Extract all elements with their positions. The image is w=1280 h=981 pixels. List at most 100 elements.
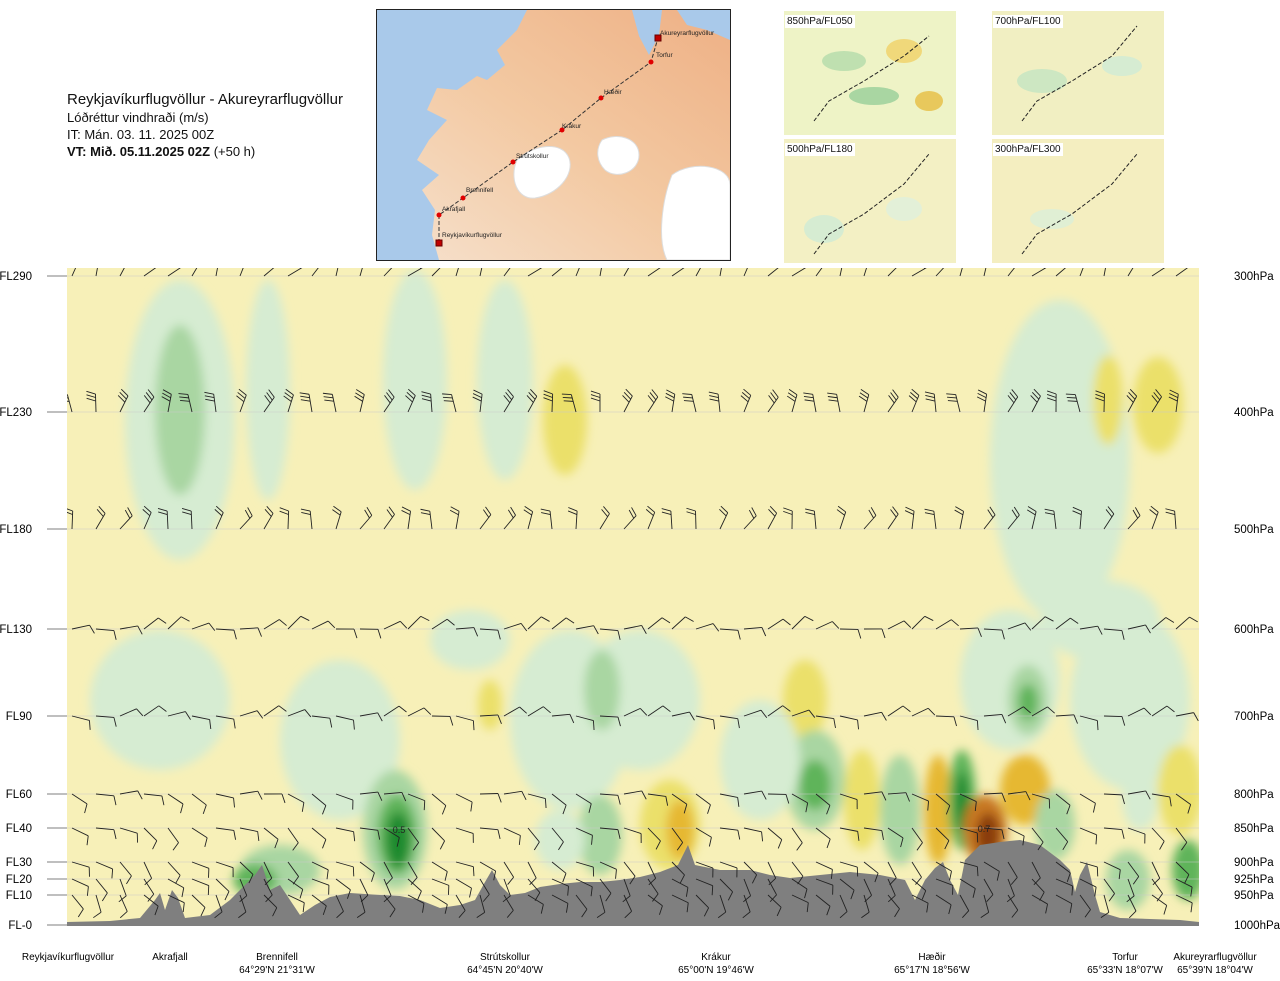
wind-barb xyxy=(935,268,949,277)
wind-barb xyxy=(935,878,954,895)
wind-barb xyxy=(1103,715,1126,726)
wind-barb xyxy=(858,388,870,413)
wind-barb xyxy=(839,268,845,277)
wind-barb xyxy=(311,861,329,880)
wind-barb xyxy=(359,712,383,722)
waypoint-coord: 65°39'N 18°04'W xyxy=(1177,965,1253,976)
wind-barb xyxy=(263,705,287,717)
wind-barb xyxy=(599,878,612,902)
wind-barb xyxy=(791,894,809,913)
waypoint-coord: 64°29'N 21°31'W xyxy=(239,965,315,976)
wind-barb xyxy=(117,388,129,413)
wind-barb xyxy=(1103,268,1108,277)
wind-barb xyxy=(671,616,694,630)
wind-barb xyxy=(590,390,601,413)
wind-barb xyxy=(71,793,88,814)
wind-barb xyxy=(791,793,809,813)
wind-barb xyxy=(143,705,167,717)
wind-barb xyxy=(479,878,490,902)
wind-barb xyxy=(695,715,716,730)
wind-barb xyxy=(1055,827,1069,851)
wind-barb xyxy=(911,827,923,851)
wind-barb xyxy=(431,618,455,630)
wind-barb xyxy=(503,389,514,413)
wind-barb xyxy=(647,268,664,277)
wind-barb xyxy=(1065,393,1081,413)
chart-subtitle: Lóðréttur vindhraði (m/s) xyxy=(67,110,209,125)
thumbnail-500hpa[interactable]: 500hPa/FL180 xyxy=(784,139,956,263)
wind-barb xyxy=(767,861,777,886)
pressure-level-label: 1000hPa xyxy=(1234,920,1280,932)
wind-barb xyxy=(455,861,475,877)
wind-barb xyxy=(719,861,738,878)
map-marker-krakur xyxy=(559,127,565,133)
wind-barb xyxy=(767,827,783,849)
wind-barb xyxy=(861,894,870,919)
wind-barb xyxy=(1149,505,1159,530)
wind-barb xyxy=(623,894,633,919)
wind-barb xyxy=(540,508,553,530)
wind-barb xyxy=(311,827,327,849)
wind-barb xyxy=(551,617,575,630)
thumbnail-850hpa[interactable]: 850hPa/FL050 xyxy=(784,11,956,135)
wind-barb xyxy=(1151,861,1161,886)
thumbnail-300hpa[interactable]: 300hPa/FL300 xyxy=(992,139,1164,263)
wind-barb xyxy=(71,624,95,634)
wind-barb xyxy=(946,393,961,413)
wind-barb xyxy=(407,707,432,717)
map-marker-akrafjall xyxy=(436,212,442,218)
wind-barb xyxy=(95,793,117,806)
wind-barb xyxy=(119,708,144,717)
wind-barb xyxy=(420,508,433,530)
glacier-vatnajokull xyxy=(661,165,730,260)
thumbnail-700hpa[interactable]: 700hPa/FL100 xyxy=(992,11,1164,135)
wind-barb xyxy=(911,793,929,811)
wind-barb xyxy=(455,793,473,812)
wind-barb xyxy=(119,625,143,635)
wind-barb xyxy=(1127,624,1151,634)
wind-barb xyxy=(767,505,778,530)
wind-barb xyxy=(86,390,97,413)
wind-barb xyxy=(695,861,714,878)
wind-barb xyxy=(143,268,159,277)
wind-barb xyxy=(431,894,448,914)
wind-barb xyxy=(191,715,212,730)
wind-barb xyxy=(1031,793,1051,809)
wind-barb xyxy=(359,268,366,277)
wind-barb xyxy=(911,707,936,717)
thumbnail-label: 700hPa/FL100 xyxy=(993,15,1063,28)
wind-barb xyxy=(1027,506,1037,530)
wind-barb xyxy=(335,894,344,919)
glacier-hofsjokull xyxy=(597,136,640,175)
wind-barb xyxy=(431,827,445,850)
wind-barb xyxy=(983,878,994,902)
wind-barb xyxy=(671,793,688,814)
wind-barb xyxy=(1007,389,1019,413)
pressure-level-label: 700hPa xyxy=(1234,711,1274,723)
wind-barb xyxy=(383,894,396,918)
vertical-velocity-cell xyxy=(430,610,510,670)
wind-barb xyxy=(214,505,224,530)
wind-barb xyxy=(959,878,976,898)
wind-barb xyxy=(119,861,132,885)
wind-barb xyxy=(887,861,897,886)
valid-time: VT: Mið. 05.11.2025 02Z (+50 h) xyxy=(67,143,343,160)
wind-barb xyxy=(622,878,631,903)
wind-barb xyxy=(815,621,840,630)
wind-barb xyxy=(983,714,1007,724)
flight-level-label: FL230 xyxy=(0,407,32,419)
wind-barb xyxy=(1151,793,1172,807)
wind-barb xyxy=(359,861,375,882)
flight-level-label: FL-0 xyxy=(8,920,32,932)
vertical-velocity-cell xyxy=(1172,840,1199,900)
wind-barb xyxy=(71,827,89,846)
wind-barb xyxy=(1175,268,1191,277)
wind-barb xyxy=(431,715,454,726)
wind-barb xyxy=(980,894,990,918)
wind-barb xyxy=(161,389,172,413)
waypoint-coord: 65°17'N 18°56'W xyxy=(894,965,970,976)
wind-barb xyxy=(1127,861,1140,885)
wind-barb xyxy=(383,791,407,802)
wind-barb xyxy=(647,894,663,915)
wind-barb xyxy=(287,827,299,851)
